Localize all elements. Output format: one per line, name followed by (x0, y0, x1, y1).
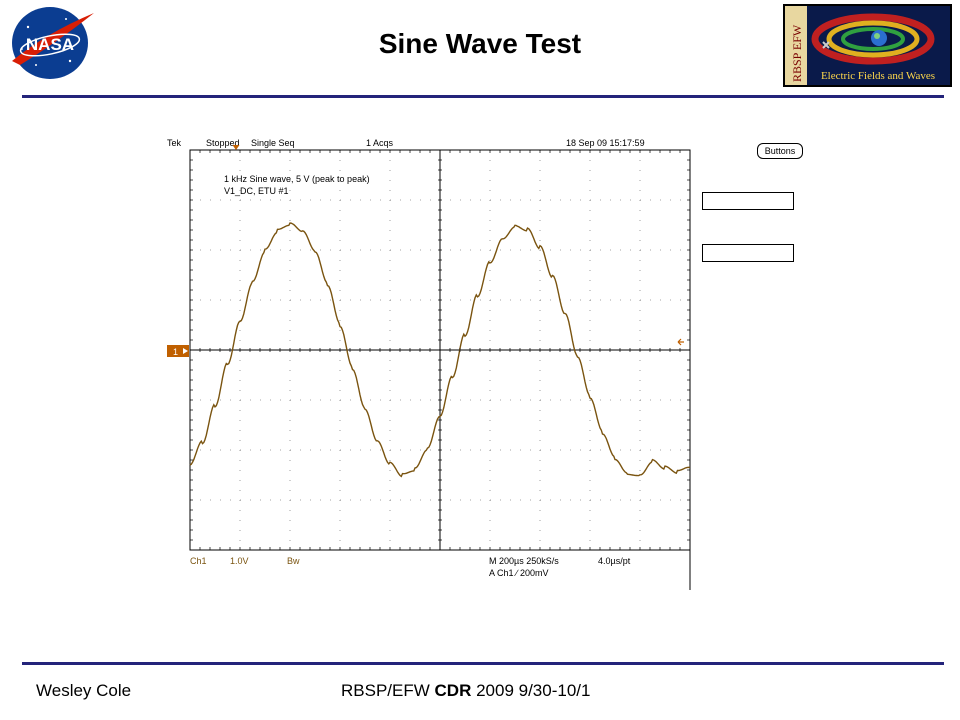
scope-acqs: 1 Acqs (366, 138, 394, 148)
nasa-logo-text: NASA (26, 35, 74, 54)
footer-bold: CDR (434, 681, 472, 700)
bottom-scale: 1.0V (230, 556, 249, 566)
scope-timestamp: 18 Sep 09 15:17:59 (566, 138, 645, 148)
scope-empty-box-2 (702, 244, 794, 262)
scope-status: Stopped (206, 138, 240, 148)
footer-suffix: 2009 9/30-10/1 (471, 681, 591, 700)
slide-title: Sine Wave Test (378, 28, 582, 59)
per-point: 4.0µs/pt (598, 556, 631, 566)
bottom-bandwidth: Bw (287, 556, 300, 566)
footer-author: Wesley Cole (36, 681, 132, 700)
header-rule (22, 95, 944, 98)
scope-note-line1: 1 kHz Sine wave, 5 V (peak to peak) (224, 174, 370, 184)
channel1-marker-label: 1 (173, 347, 178, 357)
scope-buttons-button[interactable]: Buttons (757, 143, 803, 159)
oscilloscope-screen: Tek Stopped Single Seq 1 Acqs 18 Sep 09 … (167, 138, 691, 590)
channel1-trace (189, 222, 691, 478)
timebase: M 200µs 250kS/s (489, 556, 559, 566)
efw-caption: Electric Fields and Waves (821, 70, 935, 82)
channel1-ground-marker (167, 345, 189, 357)
trigger-position-marker (232, 145, 240, 150)
footer-prefix: RBSP/EFW (341, 681, 435, 700)
trigger-level-arrow-icon (677, 338, 684, 346)
footer-conference: RBSP/EFW CDR 2009 9/30-10/1 (341, 681, 590, 701)
scope-brand: Tek (167, 138, 182, 148)
scope-empty-box-1 (702, 192, 794, 210)
efw-vertical-text: RBSP EFW (790, 24, 804, 82)
scope-tick-labels (189, 149, 691, 551)
bottom-channel: Ch1 (190, 556, 207, 566)
footer-rule (22, 662, 944, 665)
scope-mode: Single Seq (251, 138, 295, 148)
trigger-setting: A Ch1 ∕ 200mV (489, 568, 549, 578)
rbsp-efw-logo: RBSP EFW Electric Fields and Waves (783, 4, 952, 87)
scope-note-line2: V1_DC, ETU #1 (224, 186, 289, 196)
nasa-logo: NASA (6, 3, 98, 81)
